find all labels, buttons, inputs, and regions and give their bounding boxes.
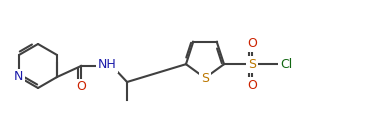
Text: O: O — [247, 37, 257, 50]
Text: Cl: Cl — [280, 58, 292, 71]
Text: N: N — [13, 70, 23, 84]
Text: S: S — [201, 72, 209, 86]
Text: O: O — [247, 79, 257, 92]
Text: O: O — [76, 81, 86, 93]
Text: S: S — [248, 58, 256, 71]
Text: NH: NH — [98, 58, 116, 72]
